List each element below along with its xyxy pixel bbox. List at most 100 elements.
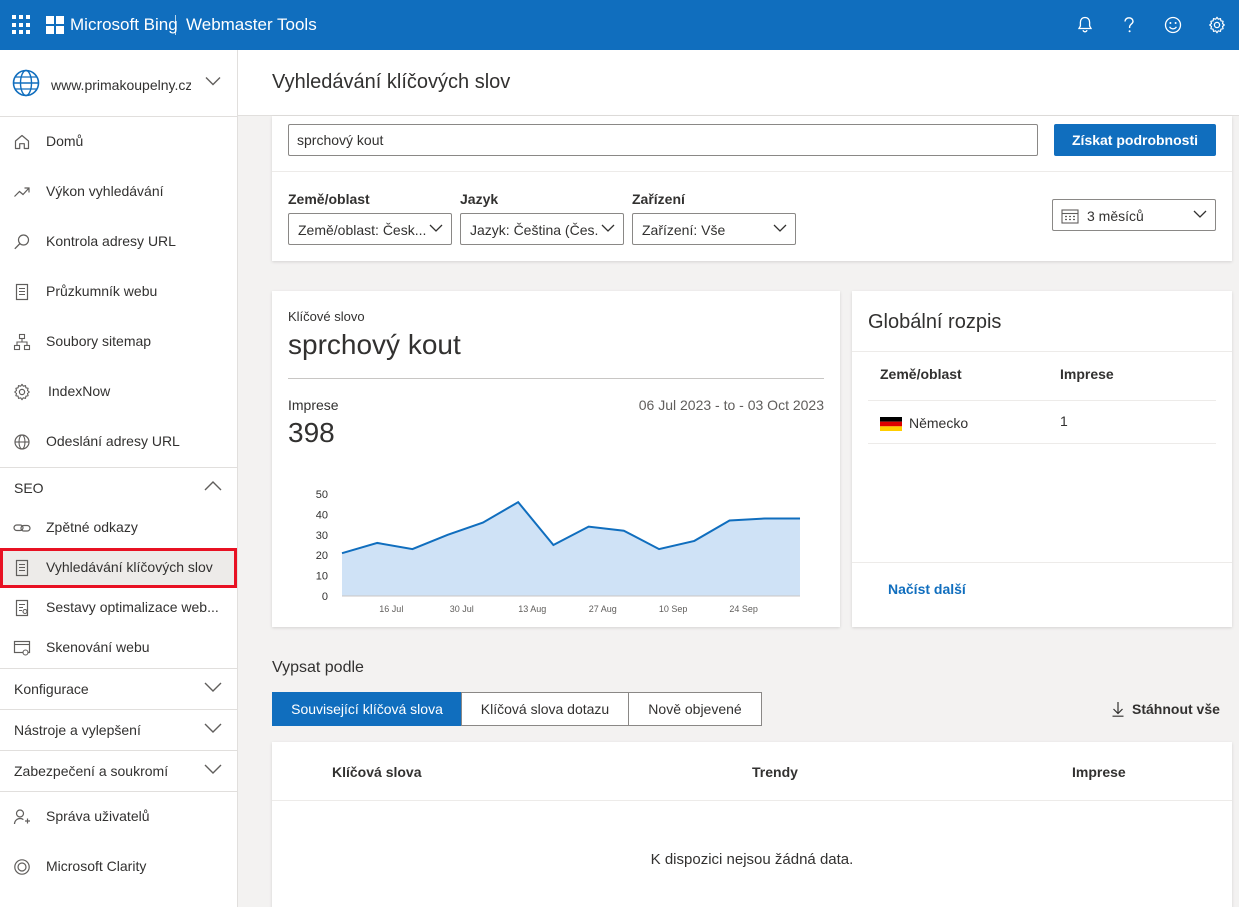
sidebar-item-search-performance[interactable]: Výkon vyhledávání <box>0 172 237 212</box>
column-header-impressions[interactable]: Imprese <box>1072 764 1126 780</box>
sidebar-item-label: Skenování webu <box>46 639 150 655</box>
column-header-keywords[interactable]: Klíčová slova <box>332 764 422 780</box>
sidebar-item-label: Průzkumník webu <box>46 283 158 299</box>
bell-icon[interactable] <box>1073 13 1097 37</box>
sidebar-item-label: IndexNow <box>48 383 111 399</box>
country-name: Německo <box>909 415 969 431</box>
download-all-button[interactable]: Stáhnout vše <box>1112 701 1220 717</box>
y-tick-label: 50 <box>316 489 328 501</box>
list-by-title: Vypsat podle <box>272 659 364 676</box>
sidebar-item-keyword-research[interactable]: Vyhledávání klíčových slov <box>0 548 237 588</box>
site-selector[interactable]: www.primakoupelny.cz <box>0 50 237 117</box>
sidebar-item-label: Správa uživatelů <box>46 808 150 824</box>
table-header-divider <box>272 800 1232 801</box>
sidebar-item-sitemaps[interactable]: Soubory sitemap <box>0 322 237 362</box>
keyword-value: sprchový kout <box>288 329 461 360</box>
smiley-icon[interactable] <box>1161 13 1185 37</box>
country-dropdown[interactable]: Země/oblast: Česk... <box>288 213 452 245</box>
x-tick-label: 16 Jul <box>379 604 403 614</box>
impressions-chart: 0 10 20 30 40 50 16 Jul 30 Jul 13 Aug 27 Aug 10 Se… <box>316 489 801 614</box>
sidebar-item-url-submission[interactable]: Odeslání adresy URL <box>0 422 237 462</box>
trend-icon <box>14 187 30 197</box>
sidebar-item-site-explorer[interactable]: Průzkumník webu <box>0 272 237 312</box>
country-filter-label: Země/oblast <box>288 191 370 207</box>
brand-name[interactable]: Microsoft Bing <box>70 15 178 34</box>
sidebar-item-seo-reports[interactable]: Sestavy optimalizace web... <box>0 588 237 628</box>
impressions-label: Imprese <box>288 397 339 413</box>
tab-newly-discovered[interactable]: Nově objevené <box>628 692 762 726</box>
y-tick-label: 40 <box>316 509 328 521</box>
card-divider <box>852 562 1232 563</box>
report-icon <box>15 599 29 617</box>
empty-state-message: K dispozici nejsou žádná data. <box>650 851 854 868</box>
sidebar-item-url-inspection[interactable]: Kontrola adresy URL <box>0 222 237 262</box>
date-range: 06 Jul 2023 - to - 03 Oct 2023 <box>638 397 824 413</box>
chevron-down-icon <box>204 723 222 733</box>
chevron-down-icon <box>429 224 443 232</box>
product-name[interactable]: Webmaster Tools <box>186 15 317 34</box>
sidebar-item-user-management[interactable]: Správa uživatelů <box>0 797 237 837</box>
help-icon[interactable] <box>1117 13 1141 37</box>
search-icon <box>14 234 30 250</box>
sidebar-section-seo[interactable]: SEO <box>0 468 237 508</box>
y-tick-label: 0 <box>322 591 328 603</box>
sidebar-item-label: Odeslání adresy URL <box>46 433 180 449</box>
row-divider <box>868 443 1216 444</box>
device-filter-label: Zařízení <box>632 191 685 207</box>
download-icon <box>1112 702 1124 717</box>
tab-related-keywords[interactable]: Související klíčová slova <box>272 692 462 726</box>
section-label: Zabezpečení a soukromí <box>14 763 169 779</box>
chevron-down-icon <box>205 77 221 86</box>
search-card: sprchový kout Získat podrobnosti Země/ob… <box>272 116 1232 261</box>
section-label: Nástroje a vylepšení <box>14 722 141 738</box>
x-tick-label: 10 Sep <box>659 604 688 614</box>
gear-icon <box>14 383 30 401</box>
chevron-down-icon <box>601 224 615 232</box>
keyword-search-input[interactable]: sprchový kout <box>288 124 1038 156</box>
sidebar-item-label: Vyhledávání klíčových slov <box>46 559 213 575</box>
sidebar-item-backlinks[interactable]: Zpětné odkazy <box>0 508 237 548</box>
document-icon <box>15 559 29 577</box>
sidebar-item-home[interactable]: Domů <box>0 122 237 162</box>
gear-icon[interactable] <box>1205 13 1229 37</box>
brand-separator <box>175 15 176 35</box>
link-icon <box>13 524 31 532</box>
chevron-down-icon <box>773 224 787 232</box>
language-filter-label: Jazyk <box>460 191 499 207</box>
y-tick-label: 10 <box>316 571 328 583</box>
country-dropdown-value: Země/oblast: Česk... <box>298 222 427 238</box>
sidebar-divider <box>0 791 237 792</box>
device-dropdown-value: Zařízení: Vše <box>642 222 726 238</box>
sidebar: www.primakoupelny.cz Domů Výkon vyhledáv… <box>0 50 238 907</box>
sidebar-item-label: Soubory sitemap <box>46 333 152 349</box>
sidebar-section-configuration[interactable]: Konfigurace <box>0 669 237 709</box>
period-dropdown[interactable]: 3 měsíců <box>1052 199 1216 231</box>
sidebar-item-site-scan[interactable]: Skenování webu <box>0 628 237 668</box>
sidebar-item-label: Domů <box>46 133 84 149</box>
impressions-line <box>341 500 800 555</box>
sidebar-section-security[interactable]: Zabezpečení a soukromí <box>0 751 237 791</box>
sidebar-item-microsoft-clarity[interactable]: Microsoft Clarity <box>0 847 237 887</box>
section-label: Konfigurace <box>14 681 89 697</box>
calendar-icon <box>1061 209 1079 224</box>
sidebar-item-label: Kontrola adresy URL <box>46 233 176 249</box>
get-details-button[interactable]: Získat podrobnosti <box>1054 124 1216 156</box>
card-divider <box>288 378 824 379</box>
microsoft-logo-icon <box>46 16 64 34</box>
global-breakdown-title: Globální rozpis <box>868 311 1002 333</box>
device-dropdown[interactable]: Zařízení: Vše <box>632 213 796 245</box>
app-launcher-icon[interactable] <box>12 15 32 35</box>
tab-query-keywords[interactable]: Klíčová slova dotazu <box>461 692 629 726</box>
sidebar-divider <box>0 668 237 669</box>
column-header-country: Země/oblast <box>880 366 962 382</box>
germany-flag-icon <box>880 417 902 431</box>
load-more-link[interactable]: Načíst další <box>888 581 966 597</box>
card-divider <box>272 171 1232 172</box>
sidebar-item-indexnow[interactable]: IndexNow <box>0 372 237 412</box>
page-header: Vyhledávání klíčových slov <box>238 50 1239 116</box>
column-header-impressions: Imprese <box>1060 366 1114 382</box>
language-dropdown[interactable]: Jazyk: Čeština (Čes... <box>460 213 624 245</box>
sidebar-section-tools[interactable]: Nástroje a vylepšení <box>0 710 237 750</box>
sidebar-divider <box>0 750 237 751</box>
main-content: Vyhledávání klíčových slov sprchový kout… <box>238 50 1239 907</box>
